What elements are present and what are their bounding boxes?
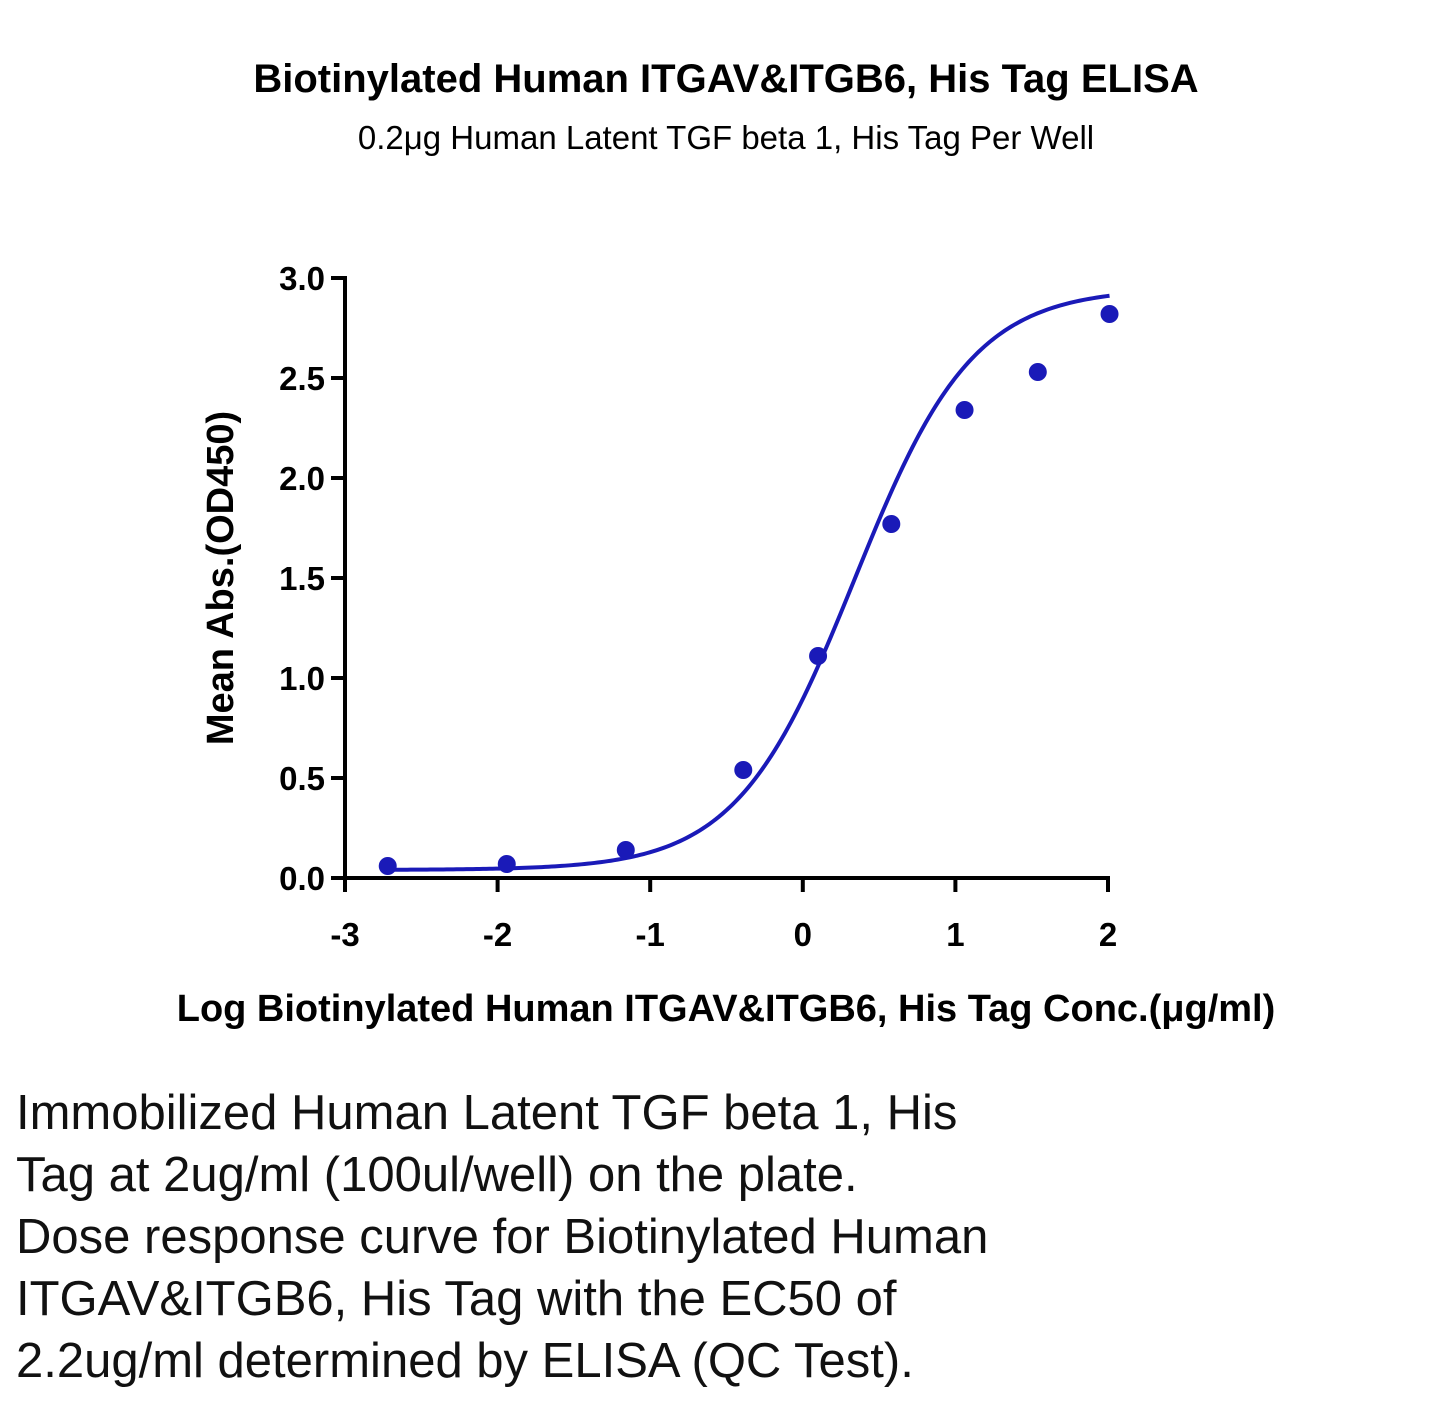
x-tick-label: 2: [1099, 916, 1117, 953]
data-point: [955, 401, 974, 419]
caption-line: Tag at 2ug/ml (100ul/well) on the plate.: [16, 1148, 858, 1202]
x-axis-title: Log Biotinylated Human ITGAV&ITGB6, His …: [177, 988, 1276, 1030]
caption-line: ITGAV&ITGB6, His Tag with the EC50 of: [16, 1272, 897, 1326]
elisa-chart: Biotinylated Human ITGAV&ITGB6, His Tag …: [177, 57, 1276, 1030]
data-point: [1028, 363, 1047, 381]
y-tick-label: 1.5: [279, 560, 325, 597]
chart-title: Biotinylated Human ITGAV&ITGB6, His Tag …: [253, 57, 1198, 101]
caption-line: Immobilized Human Latent TGF beta 1, His: [16, 1086, 958, 1140]
y-axis-title: Mean Abs.(OD450): [200, 411, 242, 745]
data-point: [616, 841, 635, 859]
data-point: [809, 647, 828, 665]
x-tick-label: 1: [946, 916, 964, 953]
x-tick-label: -2: [483, 916, 512, 953]
data-point: [882, 515, 901, 533]
caption: Immobilized Human Latent TGF beta 1, His…: [16, 1082, 1436, 1392]
x-tick-label: -1: [636, 916, 665, 953]
y-tick-label: 2.0: [279, 460, 325, 497]
data-point: [378, 857, 397, 875]
data-point: [1100, 305, 1119, 323]
y-tick-label: 2.5: [279, 360, 325, 397]
y-tick-label: 3.0: [279, 260, 325, 297]
data-point: [734, 761, 753, 779]
x-tick-label: -3: [330, 916, 359, 953]
fit-curve: [387, 293, 1110, 872]
caption-line: Dose response curve for Biotinylated Hum…: [16, 1210, 989, 1264]
caption-line: 2.2ug/ml determined by ELISA (QC Test).: [16, 1334, 914, 1388]
x-tick-label: 0: [794, 916, 812, 953]
y-tick-label: 1.0: [279, 660, 325, 697]
chart-subtitle: 0.2μg Human Latent TGF beta 1, His Tag P…: [358, 119, 1094, 156]
data-point: [497, 855, 516, 873]
y-tick-label: 0.5: [279, 760, 325, 797]
plot-area: 0.0 0.5 1.0 1.5 2.0 2.5 3.0 -3 -2 -1 0 1 2: [279, 260, 1119, 953]
y-tick-label: 0.0: [279, 860, 325, 897]
